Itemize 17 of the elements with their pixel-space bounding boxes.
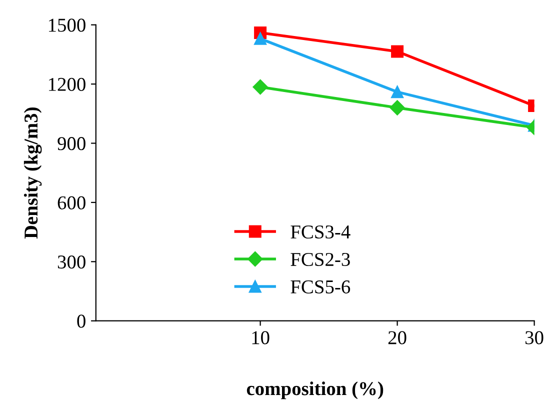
y-axis-title: Density (kg/m3) [24,108,42,239]
y-tick-label: 0 [77,314,86,328]
point [252,79,268,95]
y-tick-label: 600 [58,196,86,210]
x-tick-label: 30 [526,331,544,344]
x-tick-label: 10 [252,331,270,344]
y-tick-label: 1500 [49,18,86,32]
y-tick-label: 300 [58,255,86,269]
x-axis-title: composition (%) [246,382,384,400]
point [254,32,267,45]
y-tick-label: 900 [58,137,86,150]
x-tick-label: 20 [388,331,406,344]
legend-label: FCS5-6 [290,280,350,294]
legend-label: FCS3-4 [290,225,350,239]
point [390,100,405,116]
legend-label: FCS2-3 [290,252,350,266]
y-tick-label: 1200 [49,78,86,91]
